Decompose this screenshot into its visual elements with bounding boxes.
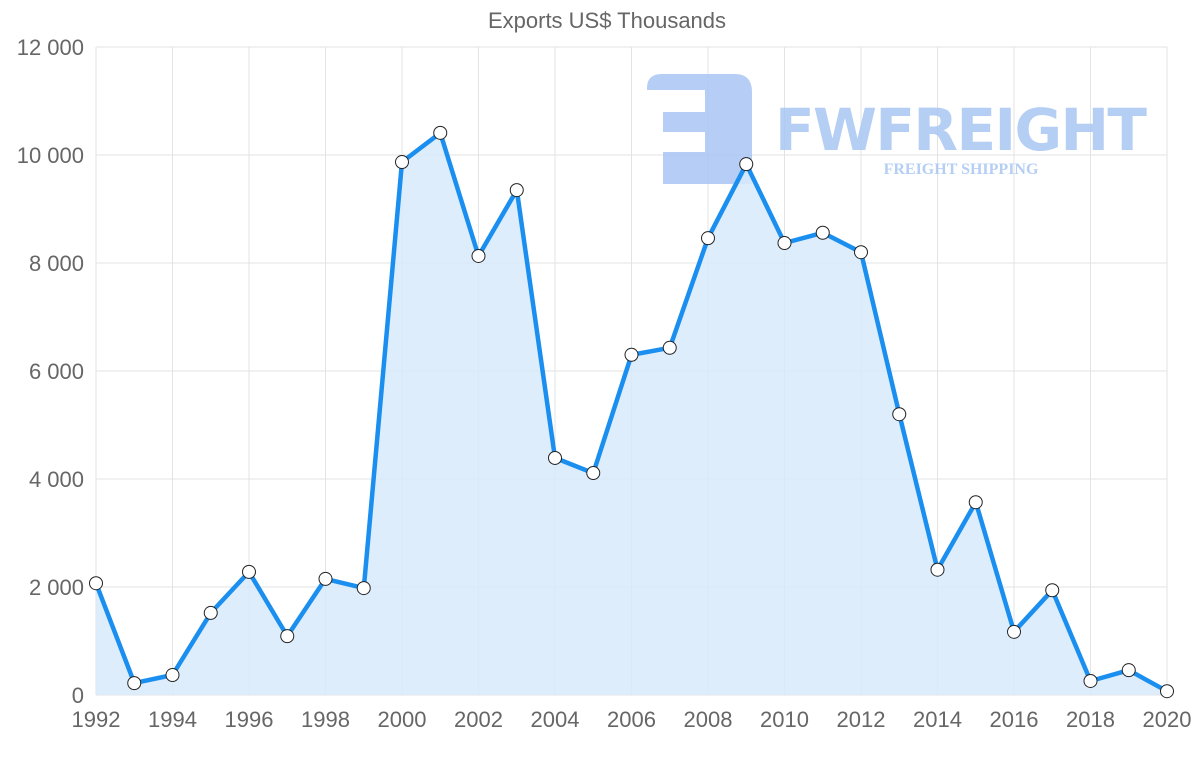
x-tick-label: 2000 [378, 707, 427, 732]
x-tick-label: 2020 [1143, 707, 1192, 732]
data-point [815, 225, 830, 240]
data-point [1121, 663, 1136, 678]
x-tick-label: 1994 [148, 707, 197, 732]
y-tick-label: 4 000 [29, 467, 84, 492]
watermark-icon [647, 74, 752, 184]
data-point [777, 236, 792, 251]
data-point [586, 466, 601, 481]
data-point [548, 450, 562, 465]
y-tick-label: 0 [72, 683, 84, 708]
data-point [1045, 583, 1060, 598]
data-point [854, 245, 868, 260]
x-tick-label: 2008 [684, 707, 733, 732]
data-point [471, 248, 486, 263]
data-point [739, 157, 754, 172]
x-tick-label: 2006 [607, 707, 656, 732]
data-point [930, 562, 945, 577]
data-point [701, 231, 715, 246]
data-point [662, 340, 677, 355]
data-point [1083, 673, 1098, 688]
watermark-tagline: FREIGHT SHIPPING [884, 161, 1039, 178]
data-point [509, 183, 524, 198]
data-point [89, 576, 103, 591]
data-point [1007, 624, 1021, 639]
data-point [1160, 684, 1174, 699]
data-point [968, 495, 983, 510]
watermark-brand: FWFREIGHT [775, 96, 1147, 164]
x-tick-label: 1992 [72, 707, 121, 732]
y-tick-label: 12 000 [17, 35, 84, 60]
y-tick-label: 2 000 [29, 575, 84, 600]
x-tick-label: 2010 [760, 707, 809, 732]
data-point [433, 125, 448, 140]
x-tick-label: 2018 [1066, 707, 1115, 732]
y-tick-label: 8 000 [29, 251, 84, 276]
x-tick-label: 2002 [454, 707, 503, 732]
x-tick-label: 2016 [990, 707, 1039, 732]
y-tick-label: 10 000 [17, 143, 84, 168]
data-point [395, 155, 409, 170]
data-point [624, 347, 639, 362]
x-tick-label: 1996 [225, 707, 274, 732]
x-tick-label: 1998 [301, 707, 350, 732]
data-point [165, 668, 180, 683]
chart-title: Exports US$ Thousands [487, 8, 727, 33]
data-point [203, 605, 218, 620]
data-point [356, 581, 371, 596]
data-point [127, 676, 142, 691]
data-point [280, 629, 295, 644]
x-tick-label: 2012 [837, 707, 886, 732]
x-tick-label: 2014 [913, 707, 962, 732]
x-tick-label: 2004 [531, 707, 580, 732]
data-point [242, 564, 256, 579]
series-area [96, 132, 1167, 695]
data-point [318, 571, 333, 586]
y-tick-label: 6 000 [29, 359, 84, 384]
data-point [892, 407, 907, 422]
